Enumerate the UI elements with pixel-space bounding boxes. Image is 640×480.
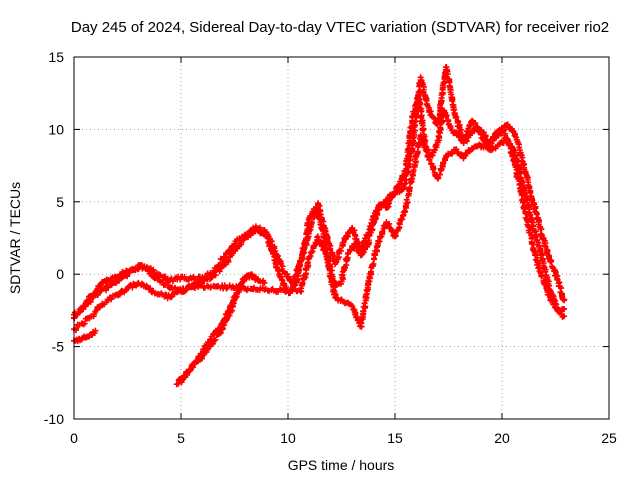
data-point [261, 279, 268, 286]
interpolated-markers [434, 154, 449, 181]
x-tick-label: 25 [601, 430, 617, 446]
interpolated-markers [503, 139, 518, 155]
interpolated-markers [529, 219, 544, 253]
interpolated-markers [524, 221, 537, 253]
data-point [561, 297, 568, 304]
interpolated-markers [298, 254, 313, 295]
interpolated-markers [546, 286, 560, 313]
y-tick-label: -10 [44, 411, 64, 427]
interpolated-markers [206, 331, 222, 350]
tick-layer: 0 5 10 15 20 25 -10 -5 0 5 10 15 [44, 49, 617, 446]
interpolated-markers [537, 248, 552, 287]
x-tick-label: 15 [387, 430, 403, 446]
interpolated-markers [76, 335, 85, 344]
interpolated-markers [529, 197, 544, 231]
data-point [252, 274, 259, 281]
data-layer [71, 64, 568, 388]
series-sdtvar-second-track-upper [175, 271, 259, 383]
interpolated-markers [429, 141, 440, 159]
series-sdtvar-upper-band [71, 64, 568, 318]
interpolated-markers [216, 308, 234, 336]
interpolated-markers [418, 77, 433, 114]
series-sdtvar-early-segment [71, 327, 99, 345]
interpolated-markers [306, 203, 321, 233]
plot-frame [73, 56, 610, 420]
data-point [561, 313, 568, 320]
interpolated-markers [227, 288, 242, 316]
interpolated-markers [545, 255, 561, 282]
interpolated-markers [210, 255, 226, 276]
data-point [92, 327, 99, 334]
x-axis-title: GPS time / hours [288, 457, 395, 473]
x-tick-label: 0 [70, 430, 78, 446]
interpolated-markers [537, 226, 552, 259]
interpolated-markers [315, 201, 330, 239]
interpolated-markers [135, 280, 151, 291]
interpolated-markers [367, 204, 382, 232]
data-point [349, 303, 356, 310]
interpolated-markers [342, 299, 354, 308]
interpolated-markers [324, 255, 339, 298]
interpolated-markers [520, 160, 535, 201]
interpolated-markers [176, 368, 190, 383]
interpolated-markers [520, 184, 535, 224]
interpolated-markers [531, 248, 544, 276]
interpolated-markers [196, 346, 211, 363]
interpolated-markers [272, 251, 287, 275]
series-sdtvar-lower-band [71, 132, 568, 334]
y-tick-label: 10 [48, 121, 64, 137]
x-tick-label: 10 [280, 430, 296, 446]
interpolated-markers [324, 234, 339, 266]
interpolated-markers [511, 131, 527, 168]
interpolated-markers [333, 295, 345, 304]
interpolated-markers [84, 332, 93, 340]
y-tick-label: 0 [56, 266, 64, 282]
interpolated-markers [222, 240, 238, 261]
interpolated-markers [451, 111, 467, 142]
interpolated-markers [358, 229, 372, 254]
interpolated-markers [418, 133, 433, 160]
interpolated-markers [453, 146, 466, 159]
interpolated-markers [126, 264, 141, 275]
interpolated-markers [222, 247, 238, 268]
x-tick-label: 5 [177, 430, 185, 446]
y-axis-title: SDTVAR / TECUs [7, 182, 23, 294]
interpolated-markers [158, 290, 172, 302]
interpolated-markers [338, 250, 351, 285]
interpolated-markers [448, 127, 460, 137]
chart-title: Day 245 of 2024, Sidereal Day-to-day VTE… [71, 19, 609, 36]
interpolated-markers [332, 240, 346, 266]
interpolated-markers [392, 212, 406, 239]
interpolated-markers [409, 77, 424, 152]
interpolated-markers [115, 286, 129, 299]
interpolated-markers [487, 144, 499, 154]
interpolated-markers [366, 242, 381, 282]
interpolated-markers [504, 121, 517, 136]
y-tick-label: -5 [52, 339, 65, 355]
y-tick-label: 5 [56, 194, 64, 210]
interpolated-markers [298, 228, 312, 263]
interpolated-markers [236, 274, 250, 292]
interpolated-markers [315, 236, 329, 258]
interpolated-markers [80, 314, 93, 328]
interpolated-markers [384, 191, 397, 203]
interpolated-markers [400, 148, 415, 191]
interpolated-markers [408, 133, 424, 182]
interpolated-markers [157, 272, 172, 285]
interpolated-markers [554, 276, 568, 303]
data-point [561, 305, 568, 312]
interpolated-markers [478, 142, 491, 152]
interpolated-markers [349, 225, 364, 255]
y-tick-label: 15 [48, 49, 64, 65]
interpolated-markers [289, 258, 304, 285]
interpolated-markers [512, 151, 526, 189]
interpolated-markers [264, 231, 278, 252]
x-tick-label: 20 [494, 430, 510, 446]
interpolated-markers [357, 277, 373, 330]
interpolated-markers [443, 66, 458, 117]
interpolated-markers [434, 64, 449, 127]
